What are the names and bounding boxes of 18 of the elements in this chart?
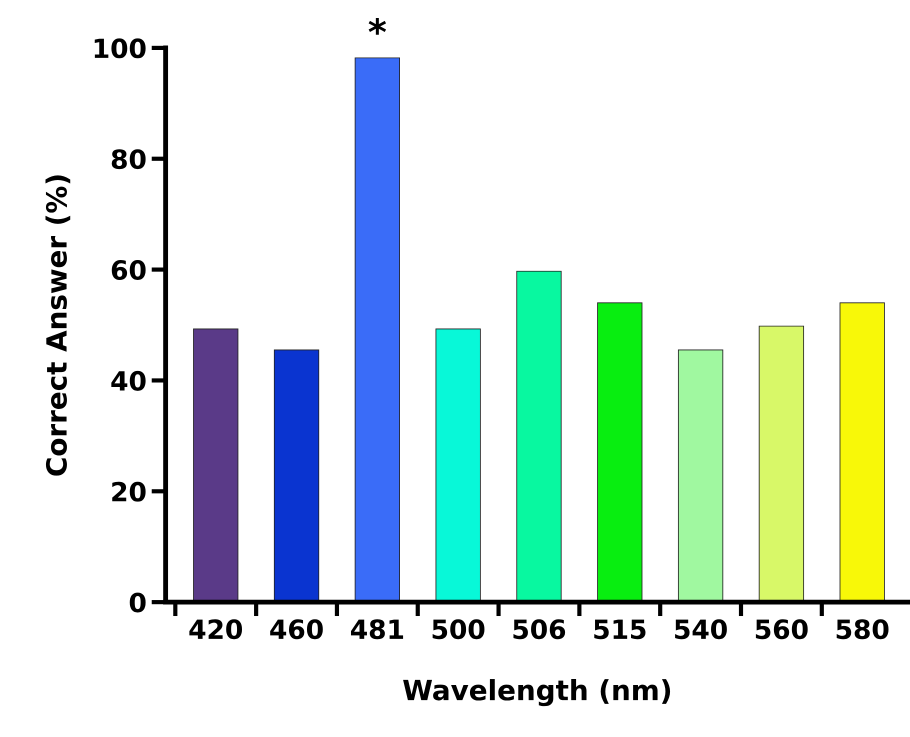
- x-tick-label: 540: [675, 619, 727, 640]
- x-tick-label: 560: [756, 619, 808, 640]
- x-tick-label: 481: [350, 619, 404, 640]
- y-tick-label: 80: [112, 149, 146, 170]
- x-tick-label: 506: [513, 619, 566, 640]
- y-axis-title: Correct Answer (%): [45, 175, 70, 476]
- y-tick-label: 0: [130, 592, 146, 613]
- y-tick-label: 20: [112, 482, 146, 502]
- y-tick-label: 100: [94, 38, 146, 58]
- x-tick-label: 515: [594, 620, 646, 640]
- x-tick-label: 460: [270, 619, 323, 640]
- x-tick-label: 500: [432, 619, 484, 640]
- y-tick-label: 40: [111, 370, 146, 391]
- annotation: *: [368, 18, 386, 35]
- x-axis-title: Wavelength (nm): [403, 679, 670, 706]
- x-tick-label: 420: [189, 619, 242, 640]
- x-tick-label: 580: [836, 619, 888, 640]
- y-tick-label: 60: [112, 260, 146, 280]
